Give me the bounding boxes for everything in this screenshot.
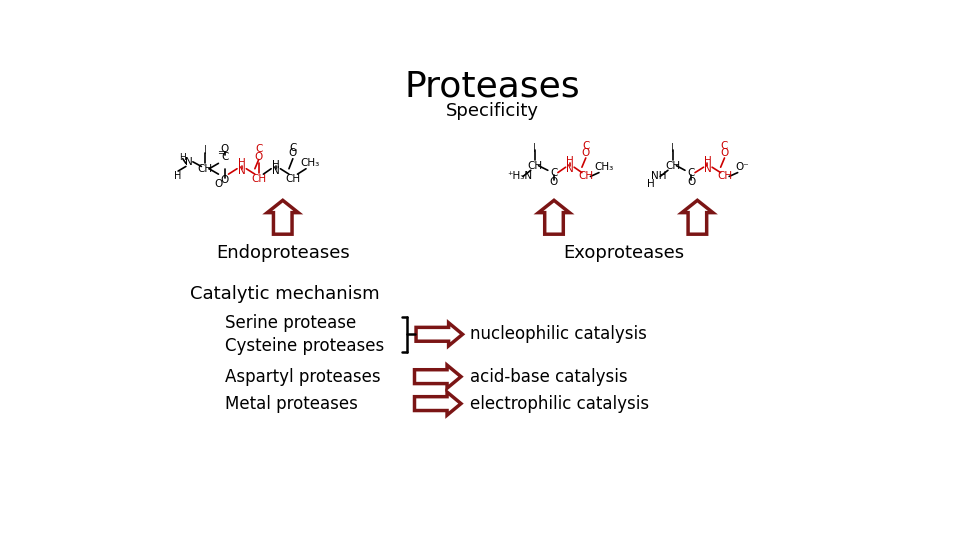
Text: O: O [221,145,228,154]
Text: C: C [721,140,729,151]
Polygon shape [539,200,569,234]
Text: Proteases: Proteases [404,69,580,103]
Polygon shape [682,200,713,234]
Text: C: C [221,152,228,162]
Text: C: C [687,167,695,178]
Text: nucleophilic catalysis: nucleophilic catalysis [470,325,647,343]
Text: N: N [272,166,279,176]
Text: CH: CH [665,161,680,171]
Text: O: O [289,148,297,158]
Text: Aspartyl proteases: Aspartyl proteases [225,368,380,386]
Text: Metal proteases: Metal proteases [225,395,357,413]
Text: acid-base catalysis: acid-base catalysis [470,368,628,386]
Text: CH₃: CH₃ [300,158,320,168]
Text: O: O [221,176,228,185]
Text: N: N [238,166,246,176]
Text: H: H [704,156,711,166]
Polygon shape [267,200,299,234]
Text: Specificity: Specificity [445,102,539,120]
Text: ⁺H₃N: ⁺H₃N [508,172,533,181]
Text: H: H [180,153,186,161]
Polygon shape [415,365,461,388]
Text: N: N [565,164,573,174]
Text: Exoproteases: Exoproteases [564,245,684,262]
Text: O: O [550,177,558,187]
Text: C: C [550,167,558,178]
Text: electrophilic catalysis: electrophilic catalysis [470,395,649,413]
Text: Endoproteases: Endoproteases [216,245,349,262]
Text: CH: CH [198,164,213,174]
Text: Cysteine proteases: Cysteine proteases [225,337,384,355]
Text: C: C [289,143,297,153]
Text: H: H [647,179,655,189]
Text: CH: CH [717,172,732,181]
Text: O: O [720,147,729,158]
Text: H: H [175,171,181,181]
Polygon shape [415,392,461,415]
Text: H: H [272,160,279,170]
Text: O⁻: O⁻ [735,162,749,172]
Text: O: O [214,179,223,189]
Text: N: N [185,157,193,167]
Text: CH: CH [252,174,266,184]
Text: |: | [533,143,536,152]
Text: |: | [671,143,674,152]
Polygon shape [416,323,463,346]
Text: H: H [238,158,246,168]
Text: C: C [582,140,589,151]
Text: CH₃: CH₃ [594,162,613,172]
Text: NH: NH [651,172,666,181]
Text: O: O [254,152,263,162]
Text: CH: CH [285,174,300,184]
Text: O: O [582,147,589,158]
Text: CH: CH [527,161,542,171]
Text: =: = [217,148,225,157]
Text: N: N [704,164,711,174]
Text: H: H [565,156,573,166]
Text: O: O [687,177,695,187]
Text: C: C [255,145,262,154]
Text: |: | [204,145,206,154]
Text: Serine protease: Serine protease [225,314,356,332]
Text: Catalytic mechanism: Catalytic mechanism [190,285,379,303]
Text: CH: CH [578,172,593,181]
